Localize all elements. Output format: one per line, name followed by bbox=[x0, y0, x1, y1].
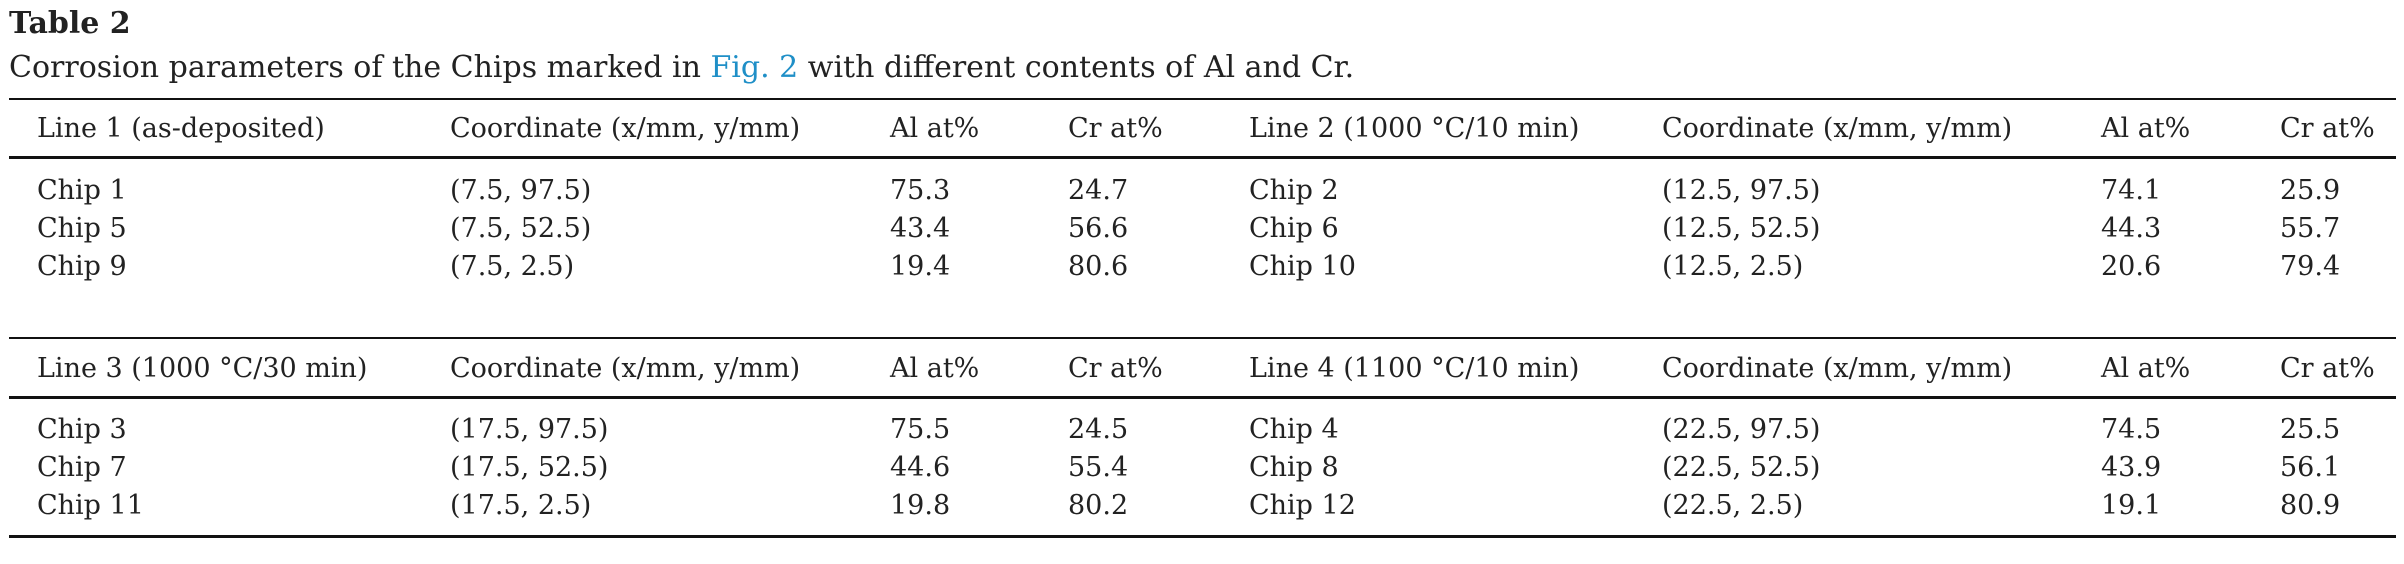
column-header-cr-b: Cr at% bbox=[2280, 353, 2375, 384]
column-header-line-a: Line 1 (as-deposited) bbox=[37, 113, 325, 144]
column-header-coordinate-b: Coordinate (x/mm, y/mm) bbox=[1662, 113, 2013, 144]
caption-text-after: with different contents of Al and Cr. bbox=[798, 50, 1355, 85]
table-cell-line-b: Chip 4 bbox=[1249, 414, 1339, 445]
table-cell-al-b: 43.9 bbox=[2101, 452, 2162, 483]
table-cell-cr-b: 80.9 bbox=[2280, 490, 2341, 521]
table-cell-coordinate-b: (22.5, 52.5) bbox=[1662, 452, 1821, 483]
column-header-al-a: Al at% bbox=[890, 353, 980, 384]
table-cell-coordinate-a: (17.5, 97.5) bbox=[450, 414, 609, 445]
table-cell-cr-b: 25.5 bbox=[2280, 414, 2341, 445]
column-header-line-a: Line 3 (1000 °C/30 min) bbox=[37, 353, 368, 384]
table-cell-line-a: Chip 9 bbox=[37, 251, 127, 282]
column-header-line-b: Line 4 (1100 °C/10 min) bbox=[1249, 353, 1580, 384]
table-cell-line-a: Chip 7 bbox=[37, 452, 127, 483]
column-header-coordinate-b: Coordinate (x/mm, y/mm) bbox=[1662, 353, 2013, 384]
column-header-al-b: Al at% bbox=[2101, 353, 2191, 384]
table-cell-coordinate-a: (17.5, 52.5) bbox=[450, 452, 609, 483]
table-cell-coordinate-a: (17.5, 2.5) bbox=[450, 490, 592, 521]
table-cell-al-a: 44.6 bbox=[890, 452, 951, 483]
table-cell-line-b: Chip 12 bbox=[1249, 490, 1356, 521]
table-cell-cr-a: 80.2 bbox=[1068, 490, 1129, 521]
table-cell-coordinate-b: (12.5, 97.5) bbox=[1662, 175, 1821, 206]
table-cell-al-a: 19.4 bbox=[890, 251, 951, 282]
table-cell-al-a: 75.5 bbox=[890, 414, 951, 445]
table-cell-coordinate-b: (12.5, 52.5) bbox=[1662, 213, 1821, 244]
column-header-al-b: Al at% bbox=[2101, 113, 2191, 144]
column-header-cr-a: Cr at% bbox=[1068, 353, 1163, 384]
table-cell-coordinate-a: (7.5, 2.5) bbox=[450, 251, 575, 282]
table-cell-cr-a: 56.6 bbox=[1068, 213, 1129, 244]
table-cell-al-b: 74.1 bbox=[2101, 175, 2162, 206]
table-cell-coordinate-b: (22.5, 97.5) bbox=[1662, 414, 1821, 445]
table-label: Table 2 bbox=[9, 6, 131, 41]
table-cell-coordinate-b: (12.5, 2.5) bbox=[1662, 251, 1804, 282]
table-cell-cr-a: 55.4 bbox=[1068, 452, 1129, 483]
table-cell-al-b: 19.1 bbox=[2101, 490, 2162, 521]
table-rule-top bbox=[9, 98, 2396, 100]
column-header-coordinate-a: Coordinate (x/mm, y/mm) bbox=[450, 113, 801, 144]
table-caption: Corrosion parameters of the Chips marked… bbox=[9, 50, 1354, 86]
table-rule-header bbox=[9, 156, 2396, 159]
table-cell-al-a: 75.3 bbox=[890, 175, 951, 206]
table-cell-al-b: 44.3 bbox=[2101, 213, 2162, 244]
table-cell-coordinate-a: (7.5, 52.5) bbox=[450, 213, 592, 244]
table-cell-cr-a: 80.6 bbox=[1068, 251, 1129, 282]
table-cell-al-b: 20.6 bbox=[2101, 251, 2162, 282]
table-rule-header bbox=[9, 396, 2396, 399]
table-cell-line-a: Chip 11 bbox=[37, 490, 144, 521]
column-header-coordinate-a: Coordinate (x/mm, y/mm) bbox=[450, 353, 801, 384]
table-cell-line-a: Chip 3 bbox=[37, 414, 127, 445]
table-cell-al-a: 43.4 bbox=[890, 213, 951, 244]
table-cell-cr-b: 25.9 bbox=[2280, 175, 2341, 206]
table-cell-cr-b: 79.4 bbox=[2280, 251, 2341, 282]
table-cell-cr-a: 24.5 bbox=[1068, 414, 1129, 445]
caption-text-before: Corrosion parameters of the Chips marked… bbox=[9, 50, 711, 85]
table-cell-line-b: Chip 10 bbox=[1249, 251, 1356, 282]
table-rule-bottom bbox=[9, 535, 2396, 538]
column-header-line-b: Line 2 (1000 °C/10 min) bbox=[1249, 113, 1580, 144]
table-cell-cr-b: 56.1 bbox=[2280, 452, 2341, 483]
table-rule-top bbox=[9, 337, 2396, 339]
table-cell-cr-a: 24.7 bbox=[1068, 175, 1129, 206]
table-cell-line-a: Chip 1 bbox=[37, 175, 127, 206]
table-cell-coordinate-a: (7.5, 97.5) bbox=[450, 175, 592, 206]
table-cell-line-b: Chip 8 bbox=[1249, 452, 1339, 483]
table-cell-coordinate-b: (22.5, 2.5) bbox=[1662, 490, 1804, 521]
table-cell-line-b: Chip 2 bbox=[1249, 175, 1339, 206]
column-header-cr-a: Cr at% bbox=[1068, 113, 1163, 144]
table-cell-al-a: 19.8 bbox=[890, 490, 951, 521]
column-header-cr-b: Cr at% bbox=[2280, 113, 2375, 144]
table-cell-cr-b: 55.7 bbox=[2280, 213, 2341, 244]
column-header-al-a: Al at% bbox=[890, 113, 980, 144]
figure-link[interactable]: Fig. 2 bbox=[710, 50, 799, 85]
table-cell-line-b: Chip 6 bbox=[1249, 213, 1339, 244]
table-cell-line-a: Chip 5 bbox=[37, 213, 127, 244]
table-cell-al-b: 74.5 bbox=[2101, 414, 2162, 445]
